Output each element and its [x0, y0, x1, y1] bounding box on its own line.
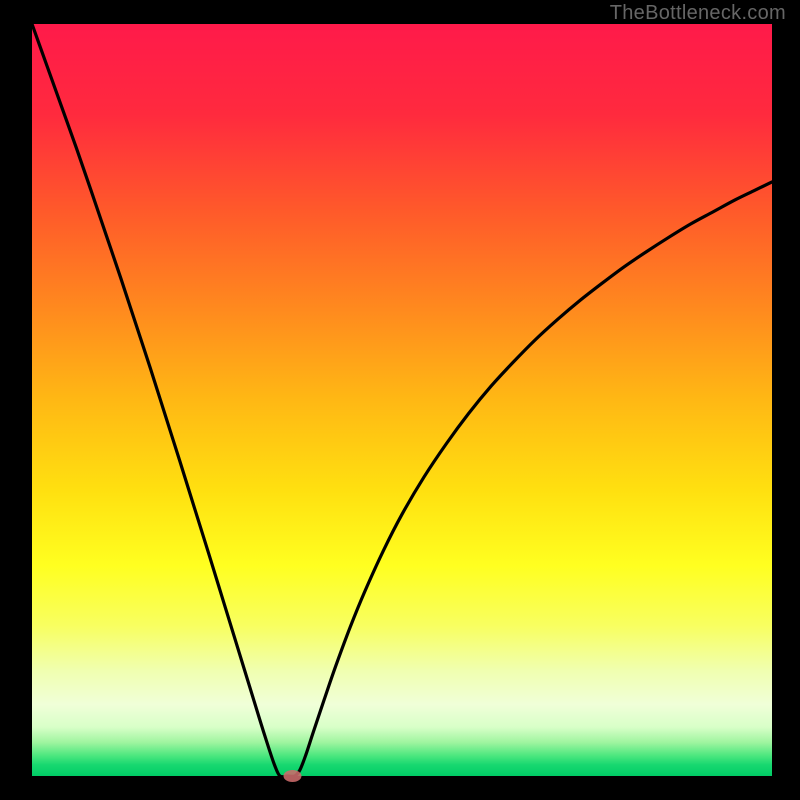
bottleneck-chart — [0, 0, 800, 800]
optimal-marker — [283, 770, 301, 782]
plot-background — [32, 24, 772, 776]
watermark-text: TheBottleneck.com — [610, 2, 786, 25]
chart-container: TheBottleneck.com — [0, 0, 800, 800]
